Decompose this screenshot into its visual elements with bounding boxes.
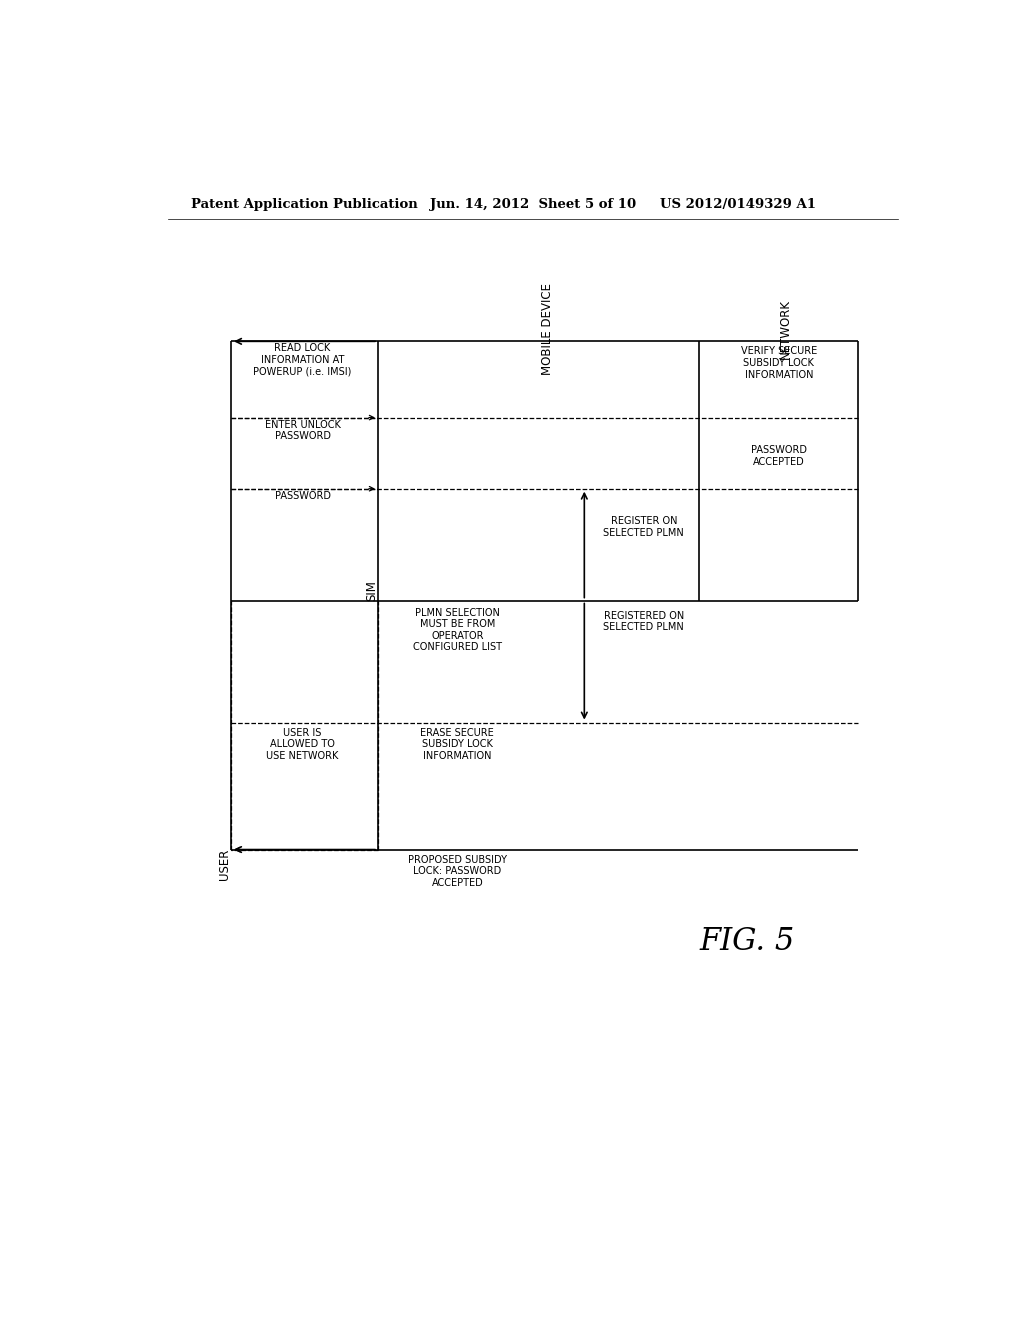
Text: MOBILE DEVICE: MOBILE DEVICE [541, 284, 554, 375]
Text: ENTER UNLOCK
PASSWORD: ENTER UNLOCK PASSWORD [264, 420, 341, 441]
Text: VERIFY SECURE
SUBSIDY LOCK
INFORMATION: VERIFY SECURE SUBSIDY LOCK INFORMATION [740, 346, 817, 380]
Text: PASSWORD: PASSWORD [274, 491, 331, 500]
Text: SIM: SIM [365, 579, 378, 601]
Text: US 2012/0149329 A1: US 2012/0149329 A1 [659, 198, 816, 211]
Text: PLMN SELECTION
MUST BE FROM
OPERATOR
CONFIGURED LIST: PLMN SELECTION MUST BE FROM OPERATOR CON… [413, 607, 502, 652]
Text: ERASE SECURE
SUBSIDY LOCK
INFORMATION: ERASE SECURE SUBSIDY LOCK INFORMATION [421, 727, 495, 760]
Text: PROPOSED SUBSIDY
LOCK: PASSWORD
ACCEPTED: PROPOSED SUBSIDY LOCK: PASSWORD ACCEPTED [408, 854, 507, 888]
Text: Jun. 14, 2012  Sheet 5 of 10: Jun. 14, 2012 Sheet 5 of 10 [430, 198, 636, 211]
Text: Patent Application Publication: Patent Application Publication [191, 198, 418, 211]
Text: REGISTER ON
SELECTED PLMN: REGISTER ON SELECTED PLMN [603, 516, 684, 537]
Text: USER: USER [218, 849, 231, 880]
Text: FIG. 5: FIG. 5 [699, 925, 795, 957]
Text: READ LOCK
INFORMATION AT
POWERUP (i.e. IMSI): READ LOCK INFORMATION AT POWERUP (i.e. I… [253, 343, 352, 376]
Text: NETWORK: NETWORK [778, 300, 792, 359]
Text: REGISTERED ON
SELECTED PLMN: REGISTERED ON SELECTED PLMN [603, 611, 684, 632]
Text: PASSWORD
ACCEPTED: PASSWORD ACCEPTED [751, 445, 807, 467]
Text: USER IS
ALLOWED TO
USE NETWORK: USER IS ALLOWED TO USE NETWORK [266, 727, 339, 760]
